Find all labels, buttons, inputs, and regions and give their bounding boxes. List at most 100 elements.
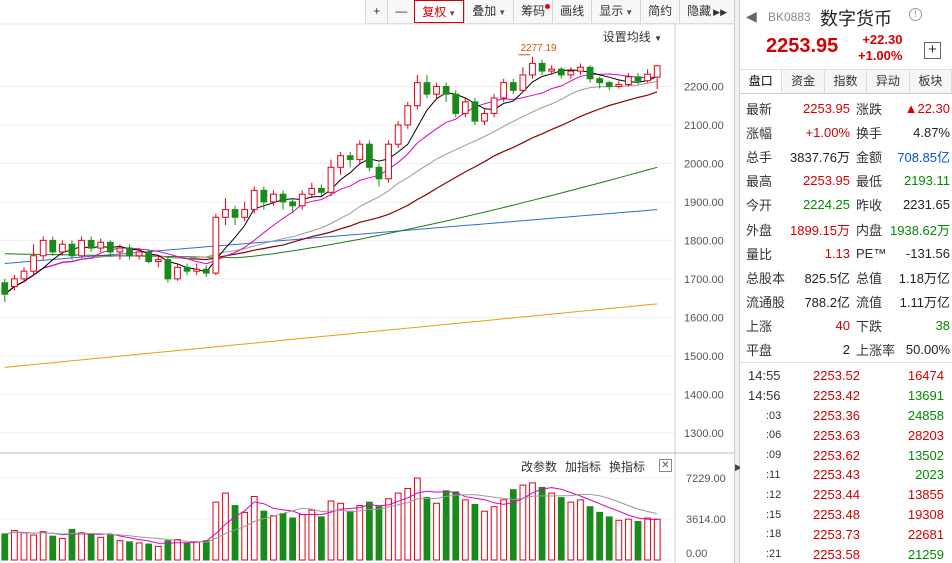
- price-tick-label: 1300.00: [684, 428, 724, 440]
- chevron-down-icon: ▼: [448, 9, 457, 18]
- stat-value: 2253.95: [803, 100, 850, 116]
- stat-label: 外盘: [746, 222, 773, 238]
- stat-value: ▲22.30: [904, 100, 950, 116]
- tick-volume: 13502: [907, 447, 944, 463]
- volume-bar: [68, 528, 76, 561]
- zoom-out-button[interactable]: —: [387, 0, 414, 23]
- tab-yidong[interactable]: 异动: [867, 70, 910, 93]
- stat-value: 3837.76万: [790, 149, 850, 165]
- candle-body: [442, 85, 450, 95]
- volume-bar: [260, 510, 268, 561]
- volume-bar: [327, 500, 335, 561]
- volume-bar: [365, 501, 373, 561]
- stat-label: 涨幅: [746, 125, 773, 141]
- change-block: +22.30 +1.00%: [858, 32, 902, 64]
- candle-body: [270, 193, 277, 203]
- candle-body: [586, 66, 594, 80]
- back-arrow-icon[interactable]: ◀: [746, 8, 757, 24]
- zoom-in-button[interactable]: +: [365, 0, 387, 23]
- change-params-button[interactable]: 改参数: [521, 460, 558, 474]
- candle-body: [433, 85, 440, 95]
- chip-button[interactable]: 筹码: [513, 0, 552, 23]
- candle-body: [231, 209, 239, 218]
- stat-label: 今开: [746, 198, 773, 214]
- display-dropdown[interactable]: 显示 ▼: [591, 0, 640, 23]
- price-tick-label: 1900.00: [684, 197, 724, 209]
- price-tick-label: 1800.00: [684, 235, 724, 247]
- volume-bar: [461, 499, 469, 561]
- volume-bar: [164, 540, 172, 561]
- tab-zijin[interactable]: 资金: [782, 70, 825, 93]
- add-watchlist-button[interactable]: +: [924, 42, 941, 59]
- tab-pankou[interactable]: 盘口: [740, 70, 783, 93]
- tick-price: 2253.44: [813, 487, 860, 503]
- info-icon[interactable]: !: [909, 8, 922, 21]
- candle-body: [490, 97, 498, 114]
- chip-label: 筹码: [521, 4, 546, 18]
- overlay-label: 叠加: [472, 4, 497, 18]
- stat-label: 下跌: [856, 319, 883, 335]
- candle-body: [279, 193, 287, 203]
- kline-chart-panel[interactable]: 2200.00 2100.00 2000.00 1900.00 1800.00 1700.…: [0, 0, 734, 563]
- stat-label: 昨收: [856, 198, 883, 214]
- tab-zhishu[interactable]: 指数: [825, 70, 868, 93]
- close-icon[interactable]: ✕: [659, 459, 672, 472]
- switch-indicator-button[interactable]: 换指标: [609, 460, 646, 474]
- volume-bar: [202, 540, 210, 561]
- stats-row: 最高 2253.95 最低 2193.11: [740, 169, 952, 193]
- tick-list[interactable]: 14:55 2253.52 16474 14:56 2253.42 13691:03 225…: [740, 363, 952, 563]
- candle-body: [68, 243, 76, 257]
- panel-splitter[interactable]: ▶: [734, 0, 742, 563]
- stat-value: -131.56: [905, 245, 950, 261]
- stat-value: 1899.15万: [790, 222, 850, 238]
- stat-label: 内盘: [856, 222, 883, 238]
- fuquan-dropdown[interactable]: 复权 ▼: [414, 0, 465, 23]
- candle-body: [413, 82, 421, 107]
- tick-price: 2253.62: [813, 447, 860, 463]
- candle-body: [289, 201, 297, 207]
- tick-row: :12 2253.44 13855: [740, 485, 952, 505]
- hide-button[interactable]: 隐藏 ▶▶: [679, 0, 734, 23]
- volume-tick-label: 7229.00: [686, 473, 726, 485]
- change-value: +22.30: [862, 32, 903, 47]
- candle-body: [557, 68, 565, 76]
- simple-mode-button[interactable]: 简约: [640, 0, 679, 23]
- add-indicator-button[interactable]: 加指标: [565, 460, 602, 474]
- volume-bar: [231, 505, 239, 561]
- volume-bar: [78, 532, 85, 561]
- overlay-dropdown[interactable]: 叠加 ▼: [464, 0, 513, 23]
- volume-bar: [154, 545, 162, 561]
- tab-bankuai[interactable]: 板块: [910, 70, 952, 93]
- stat-label: PE™: [856, 245, 887, 261]
- candle-body: [577, 66, 584, 72]
- stats-row: 流通股 788.2亿 流值 1.11万亿: [740, 290, 952, 314]
- volume-bar: [471, 503, 479, 561]
- stat-label: 金额: [856, 149, 883, 165]
- stat-label: 最高: [746, 174, 773, 190]
- display-label: 显示: [599, 4, 624, 18]
- ma120-line: [4, 209, 658, 264]
- stat-value: 1.18万亿: [898, 270, 950, 286]
- candle-body: [356, 143, 364, 161]
- volume-bar: [442, 490, 450, 561]
- collapse-arrow-icon: ▶: [735, 462, 742, 472]
- stat-value: 2224.25: [803, 197, 850, 213]
- tick-price: 2253.43: [813, 467, 860, 483]
- stat-label: 最新: [746, 101, 773, 117]
- candle-body: [183, 266, 191, 272]
- stat-value: 825.5亿: [804, 270, 850, 286]
- volume-bar: [634, 520, 642, 561]
- candle-body: [461, 101, 469, 114]
- candle-body: [39, 239, 47, 257]
- candle-body: [308, 187, 316, 195]
- candle-body: [154, 259, 162, 263]
- kline-chart[interactable]: 2200.00 2100.00 2000.00 1900.00 1800.00 1700.…: [0, 0, 734, 563]
- tick-row: :11 2253.43 2023: [740, 465, 952, 485]
- volume-bar: [183, 542, 191, 561]
- ma-setting-dropdown[interactable]: 设置均线 ▼: [603, 28, 662, 45]
- stats-row: 总手 3837.76万 金额 708.85亿: [740, 144, 952, 168]
- draw-line-button[interactable]: 画线: [552, 0, 591, 23]
- candle-body: [202, 268, 210, 274]
- stat-value: 1.11万亿: [899, 295, 950, 311]
- stats-row: 最新 2253.95 涨跌 ▲22.30: [740, 96, 952, 120]
